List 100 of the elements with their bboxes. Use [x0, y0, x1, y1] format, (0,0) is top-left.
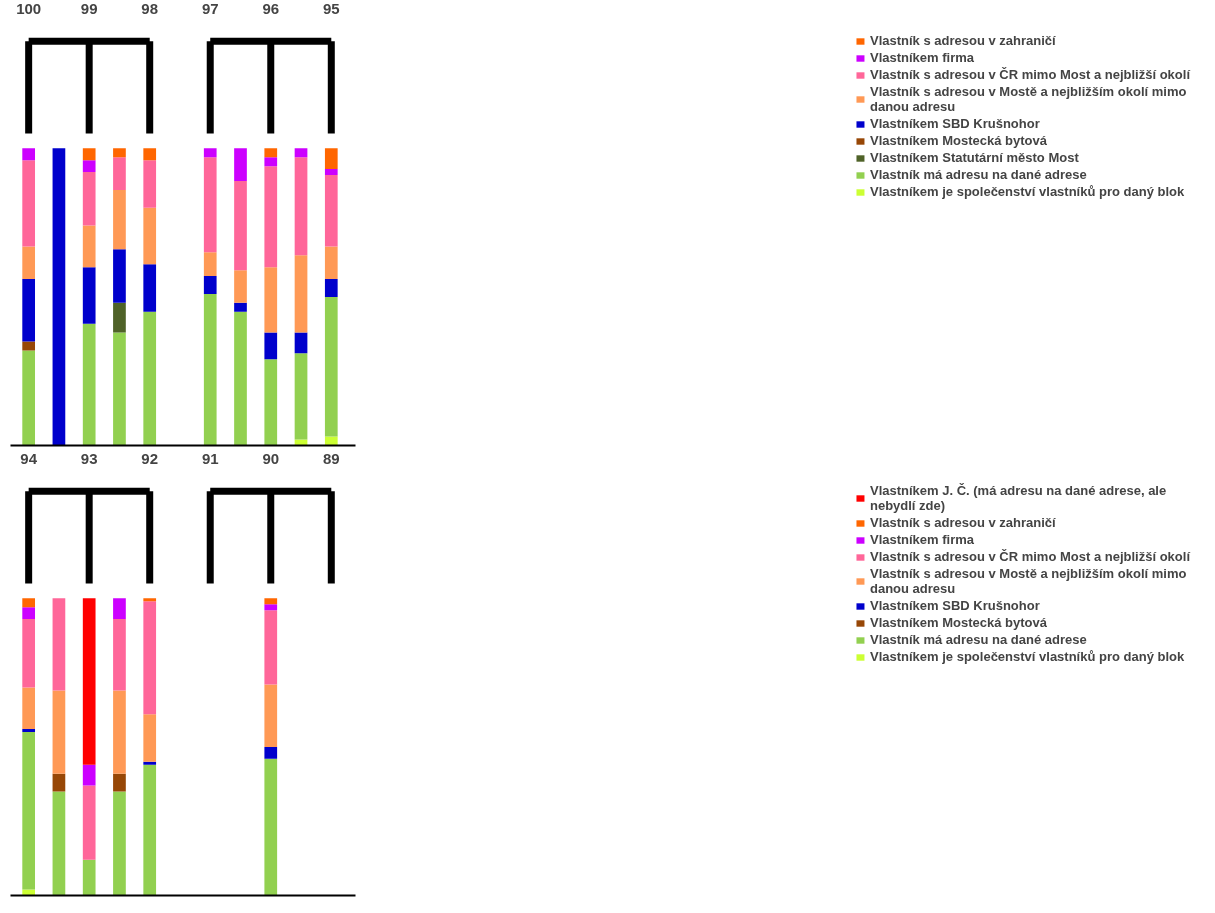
legend-label: Vlastníkem Mostecká bytová [869, 615, 1047, 630]
legend-label: Vlastníkem J. Č. (má adresu na dané adrese, ale nebydlí zde) [869, 483, 1167, 513]
bar [264, 598, 278, 605]
bar [203, 293, 217, 446]
bar [113, 332, 126, 446]
bar [324, 279, 338, 297]
x-tick-label: 98 [141, 0, 159, 17]
x-tick-label: 95 [322, 0, 340, 17]
bar [22, 729, 36, 733]
bar [22, 598, 36, 608]
bar [203, 252, 217, 277]
legend-label: Vlastníkem firma [869, 532, 975, 547]
bar [22, 732, 36, 890]
legend-label: Vlastník s adresou v zahraničí [869, 515, 1056, 530]
bar [324, 436, 338, 446]
bar [52, 690, 66, 774]
bar [143, 160, 157, 208]
bar [234, 311, 247, 446]
bar [113, 690, 126, 774]
x-tick-label: 97 [201, 0, 219, 17]
legend-label: Vlastník s adresou v Mostě a nejbližším okolí mimo danou adresu [869, 566, 1187, 596]
bar [113, 249, 126, 303]
bar [294, 157, 308, 256]
x-tick-label: 96 [262, 0, 280, 17]
bar [22, 246, 36, 280]
bar [264, 148, 278, 158]
bar [143, 264, 157, 312]
bar [113, 157, 126, 190]
bar [22, 279, 36, 342]
x-tick-label: 91 [201, 449, 219, 467]
x-tick-label: 90 [262, 449, 280, 467]
bar [203, 148, 217, 158]
bar [143, 207, 157, 265]
bar [82, 267, 96, 324]
bar [234, 181, 247, 271]
bar [294, 148, 308, 158]
bar [22, 607, 36, 620]
bar [264, 157, 278, 167]
bar [52, 598, 66, 691]
legend-label: Vlastník má adresu na dané adrese [869, 167, 1087, 182]
bar [234, 302, 247, 312]
legend-label: Vlastník s adresou v ČR mimo Most a nejbližší okolí [869, 549, 1190, 564]
legend-label: Vlastníkem SBD Krušnohor [869, 116, 1040, 131]
bar [324, 169, 338, 176]
bar [234, 270, 247, 303]
x-tick-label: 99 [80, 0, 98, 17]
bar [82, 764, 96, 786]
bar [324, 148, 338, 170]
bar [22, 350, 36, 446]
x-tick-label: 92 [141, 449, 159, 467]
legend-label: Vlastníkem Statutární město Most [869, 150, 1079, 165]
bar [264, 746, 278, 759]
bar [264, 758, 278, 896]
bar [143, 761, 157, 765]
bar [82, 160, 96, 173]
bar [82, 148, 96, 161]
bar [22, 160, 36, 247]
bar [264, 332, 278, 360]
bar [143, 601, 157, 715]
bar [294, 353, 308, 440]
legend-label: Vlastníkem SBD Krušnohor [869, 598, 1040, 613]
legend-label: Vlastník s adresou v zahraničí [869, 33, 1056, 48]
bar [113, 148, 126, 158]
bar [324, 246, 338, 280]
bar [113, 189, 126, 250]
bar [52, 791, 66, 896]
bar [82, 323, 96, 446]
x-tick-label: 89 [322, 449, 340, 467]
bar [82, 598, 96, 765]
bar [264, 684, 278, 747]
bar [264, 359, 278, 446]
x-tick-label: 93 [80, 449, 98, 467]
bar [294, 255, 308, 333]
bar [52, 773, 66, 792]
bar [294, 332, 308, 354]
legend-label: Vlastníkem Mostecká bytová [869, 133, 1047, 148]
bar [143, 764, 157, 896]
bar [324, 296, 338, 437]
bar [143, 598, 157, 602]
bar [22, 687, 36, 730]
bar [113, 619, 126, 691]
bar [264, 267, 278, 333]
bar [264, 604, 278, 611]
legend-label: Vlastník má adresu na dané adrese [869, 632, 1087, 647]
bar [82, 859, 96, 896]
legend-label: Vlastníkem firma [869, 50, 975, 65]
bar [113, 773, 126, 792]
legend-label: Vlastníkem je společenství vlastníků pro daný blok [869, 649, 1185, 664]
bar [203, 276, 217, 294]
bar [113, 791, 126, 896]
bar [234, 148, 247, 182]
x-tick-label: 100 [16, 0, 42, 17]
legend-label: Vlastník s adresou v Mostě a nejbližším okolí mimo danou adresu [869, 84, 1187, 114]
legend-label: Vlastníkem je společenství vlastníků pro daný blok [869, 184, 1185, 199]
bar [22, 341, 36, 351]
bar [324, 175, 338, 247]
bar [22, 619, 36, 688]
bar [22, 148, 36, 161]
x-tick-label: 94 [20, 449, 38, 467]
bar [82, 172, 96, 226]
